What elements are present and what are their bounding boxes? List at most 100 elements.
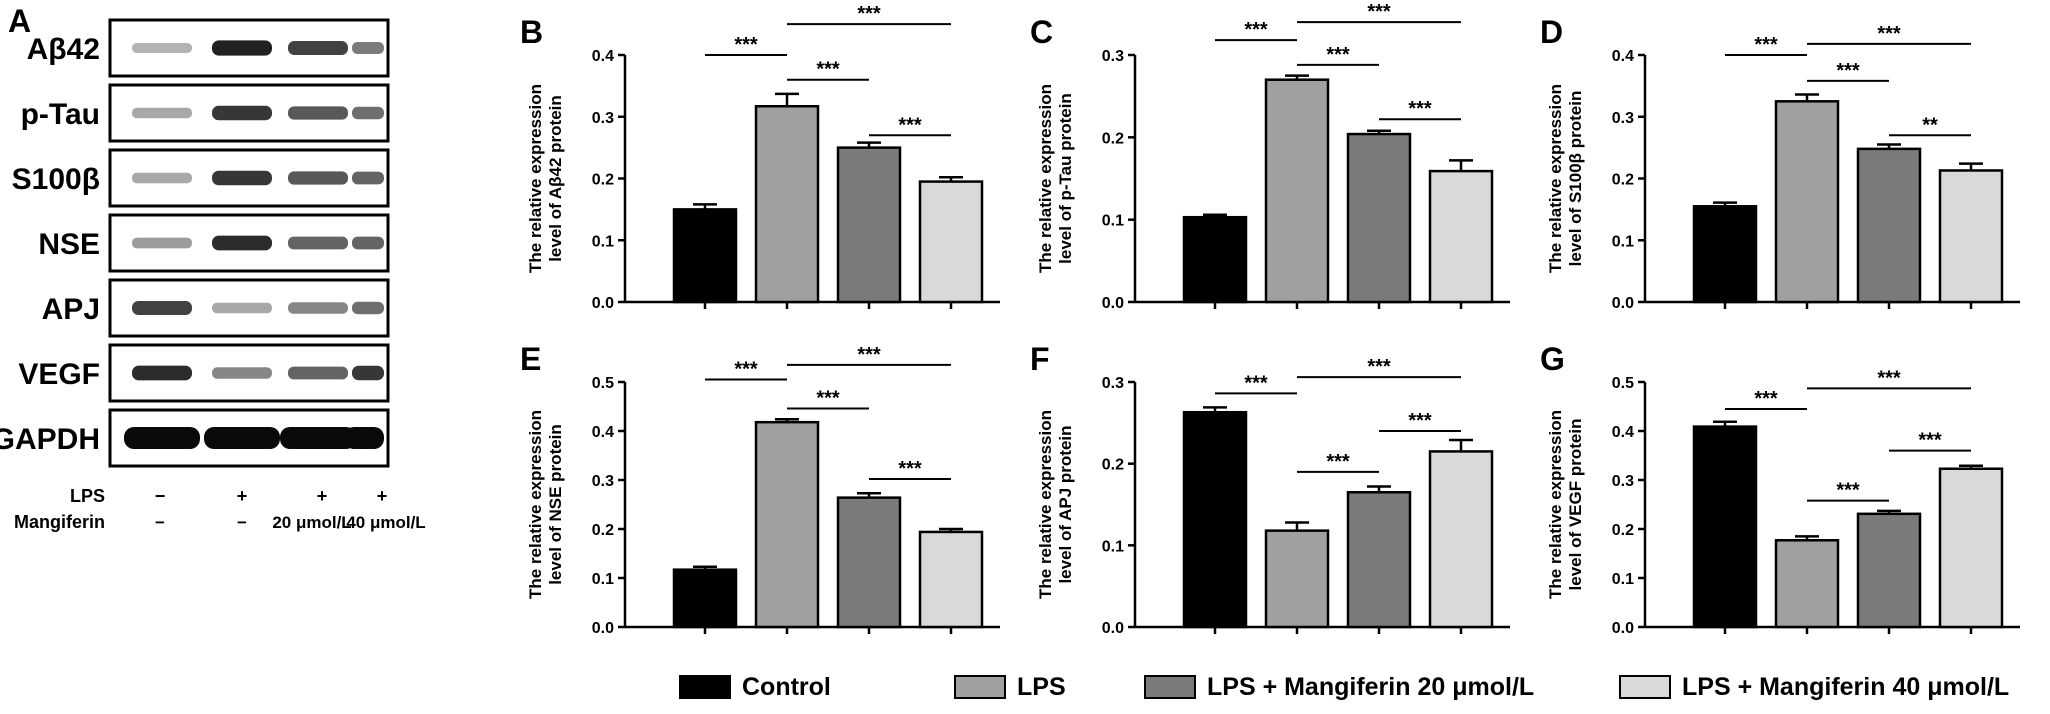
band	[132, 301, 192, 315]
chart-f: F The relative expression level of APJ pro…	[1030, 341, 1510, 637]
protein-label: APJ	[42, 293, 100, 326]
panel-letter: B	[520, 14, 543, 50]
panel-letter: G	[1540, 341, 1565, 377]
mangiferin-row-label: Mangiferin	[14, 512, 105, 532]
panel-letter: C	[1030, 14, 1053, 50]
y-tick-label: 0.2	[1102, 130, 1124, 147]
significance-label: ***	[1244, 372, 1268, 394]
band	[212, 40, 272, 56]
y-tick-label: 0.0	[1612, 620, 1634, 637]
significance-label: ***	[898, 458, 922, 480]
y-tick-label: 0.2	[1612, 522, 1634, 539]
bar-charts: B The relative expression level of Aβ42 pr…	[520, 1, 2020, 637]
chart-g: G The relative expression level of VEGF pr…	[1540, 341, 2020, 637]
y-tick-label: 0.1	[1102, 213, 1124, 230]
band	[352, 365, 384, 381]
bar	[836, 496, 902, 629]
band	[204, 427, 280, 449]
band	[344, 427, 384, 449]
y-axis-label-line2: level of NSE protein	[546, 424, 565, 585]
protein-label: NSE	[38, 228, 100, 261]
significance-label: ***	[816, 59, 840, 81]
significance-label: ***	[734, 34, 758, 56]
bar	[1346, 132, 1412, 304]
band	[352, 106, 384, 120]
legend-label: LPS + Mangiferin 40 μmol/L	[1682, 673, 2009, 701]
y-tick-label: 0.1	[592, 233, 614, 250]
y-axis-label-line2: level of p-Tau protein	[1056, 93, 1075, 264]
bar	[754, 420, 820, 629]
panel-letter: E	[520, 341, 541, 377]
band	[212, 367, 272, 379]
bar	[1938, 169, 2004, 304]
mangiferin-value: −	[237, 513, 247, 532]
y-axis-label-line1: The relative expression	[1546, 84, 1565, 273]
y-tick-label: 0.0	[1612, 295, 1634, 312]
protein-label: S100β	[12, 163, 100, 196]
significance-label: ***	[1918, 430, 1942, 452]
significance-label: ***	[1754, 34, 1778, 56]
bar	[1428, 450, 1494, 629]
band	[288, 106, 348, 120]
significance-label: ***	[1836, 60, 1860, 82]
y-tick-label: 0.0	[1102, 295, 1124, 312]
mangiferin-value: 20 μmol/L	[272, 513, 351, 532]
y-tick-label: 0.0	[592, 295, 614, 312]
significance-label: ***	[1408, 410, 1432, 432]
bar	[1692, 425, 1758, 629]
band	[288, 236, 348, 250]
legend-swatch	[1619, 675, 1671, 699]
y-axis-label-line1: The relative expression	[1036, 410, 1055, 599]
lps-value: −	[155, 486, 166, 506]
chart-c: C The relative expression level of p-Tau p…	[1030, 1, 1510, 312]
significance-label: ***	[1877, 23, 1901, 45]
y-tick-label: 0.2	[1612, 172, 1634, 189]
chart-b: B The relative expression level of Aβ42 pr…	[520, 3, 1000, 312]
bar	[672, 568, 738, 629]
y-tick-label: 0.1	[1612, 571, 1634, 588]
y-tick-label: 0.3	[1612, 110, 1634, 127]
y-tick-label: 0.2	[1102, 457, 1124, 474]
bar	[754, 105, 820, 304]
significance-label: ***	[1367, 1, 1391, 23]
significance-label: ***	[857, 3, 881, 25]
band	[288, 302, 348, 314]
y-tick-label: 0.1	[592, 571, 614, 588]
bar	[1774, 539, 1840, 629]
significance-label: ***	[1326, 44, 1350, 66]
y-tick-label: 0.3	[1102, 375, 1124, 392]
bar	[672, 208, 738, 304]
band	[212, 170, 272, 186]
y-tick-label: 0.0	[1102, 620, 1124, 637]
y-axis-label-line2: level of S100β protein	[1566, 91, 1585, 267]
band	[212, 302, 272, 314]
mangiferin-value: −	[155, 513, 165, 532]
band	[280, 427, 356, 449]
lps-value: +	[377, 486, 388, 506]
y-tick-label: 0.2	[592, 522, 614, 539]
band	[288, 366, 348, 380]
bar	[1264, 78, 1330, 304]
legend-label: LPS	[1017, 673, 1066, 701]
significance-label: ***	[1836, 480, 1860, 502]
band	[124, 427, 200, 449]
band	[132, 237, 192, 249]
significance-label: **	[1922, 114, 1938, 136]
panel-letter: F	[1030, 341, 1050, 377]
legend-label: LPS + Mangiferin 20 μmol/L	[1207, 673, 1534, 701]
panel-a-western-blot: A Aβ42 p-Tau S100β NSE APJ VEGF GAPDH LPS Mangif…	[0, 3, 426, 532]
y-tick-label: 0.0	[592, 620, 614, 637]
bar	[1856, 147, 1922, 304]
mangiferin-value: 40 μmol/L	[346, 513, 425, 532]
y-tick-label: 0.4	[1612, 424, 1634, 441]
bar	[918, 530, 984, 629]
y-axis-label-line2: level of Aβ42 protein	[546, 95, 565, 262]
lps-value: +	[237, 486, 248, 506]
significance-label: ***	[1367, 356, 1391, 378]
y-tick-label: 0.5	[592, 375, 614, 392]
legend-swatch	[954, 675, 1006, 699]
band	[132, 107, 192, 119]
protein-label: GAPDH	[0, 423, 100, 456]
band	[352, 236, 384, 250]
bar	[1182, 215, 1248, 304]
